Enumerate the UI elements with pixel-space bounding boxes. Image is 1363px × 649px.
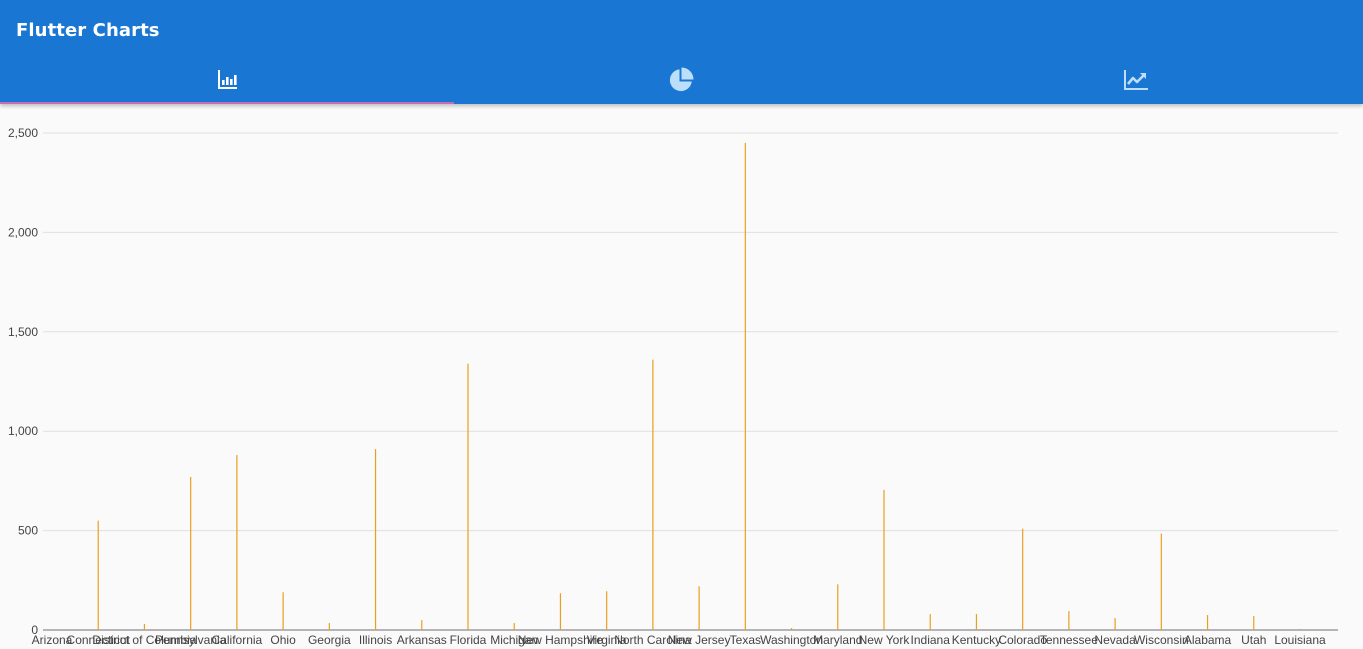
bar-wisconsin[interactable] [1160,533,1162,630]
bar-arkansas[interactable] [421,620,423,630]
x-tick-label: Texas [730,633,761,647]
x-tick-label: New Hampshire [518,633,604,647]
tab-pie-chart[interactable] [454,56,908,104]
x-tick-label: North Carolina [614,633,692,647]
y-tick-label: 1,000 [8,424,38,438]
x-tick-label: Ohio [270,633,296,647]
bar-new-hampshire[interactable] [559,593,562,630]
x-tick-label: Michigan [490,633,538,647]
selected-tab-indicator [0,102,454,104]
bar-louisiana[interactable] [1299,629,1301,630]
bar-washington[interactable] [790,628,793,630]
x-tick-label: New York [859,633,911,647]
y-tick-label: 2,500 [8,126,38,140]
x-tick-label: Connecticut [67,633,131,647]
x-tick-label: Pennsylvania [155,633,227,647]
x-tick-label: Washington [760,633,823,647]
x-tick-label: Tennessee [1040,633,1098,647]
tab-bar [0,56,1363,104]
bar-new-jersey[interactable] [698,586,700,630]
x-tick-label: Wisconsin [1134,633,1189,647]
bar-michigan[interactable] [513,623,515,630]
bar-chart-icon [215,68,239,92]
bar-utah[interactable] [1253,616,1255,630]
x-tick-label: Colorado [998,633,1047,647]
app-title: Flutter Charts [16,20,160,41]
x-tick-label: Louisiana [1274,633,1326,647]
x-tick-label: Georgia [308,633,351,647]
y-tick-label: 1,500 [8,325,38,339]
pie-chart-icon [668,67,694,93]
bar-illinois[interactable] [374,449,377,630]
bar-district-of-columbia[interactable] [143,624,146,630]
x-tick-label: Arkansas [397,633,447,647]
bar-california[interactable] [236,455,238,630]
x-tick-label: Virginia [587,633,627,647]
bar-pennsylvania[interactable] [190,476,192,630]
line-chart-icon [1123,69,1149,91]
chart-area: 0 500 1,000 1,500 2,000 2,500 Arizona Connectic… [0,104,1363,649]
x-tick-label: Utah [1241,633,1266,647]
bar-maryland[interactable] [837,584,839,630]
bar-ohio[interactable] [282,592,284,630]
x-tick-label: Kentucky [952,633,1001,647]
bar-connecticut[interactable] [97,520,99,630]
tab-bar-chart[interactable] [0,56,454,104]
x-tick-label: Indiana [911,633,951,647]
tab-line-chart[interactable] [909,56,1363,104]
x-tick-label: Nevada [1094,633,1136,647]
bar-north-carolina[interactable] [652,359,654,630]
bar-kentucky[interactable] [975,614,978,630]
bar-florida[interactable] [467,363,469,630]
x-tick-label: New Jersey [668,633,731,647]
bar-colorado[interactable] [1022,528,1024,630]
y-tick-label: 0 [31,623,38,637]
bar-tennessee[interactable] [1068,611,1070,630]
x-tick-label: Arizona [32,633,73,647]
bar-texas[interactable] [744,142,746,630]
y-tick-label: 500 [18,524,38,538]
bar-indiana[interactable] [929,614,931,630]
bar-chart: 0 500 1,000 1,500 2,000 2,500 ArizonaConnectic… [8,126,1338,647]
y-tick-label: 2,000 [8,225,38,239]
x-tick-label: California [212,633,263,647]
x-tick-label: District of Columbia [92,633,196,647]
x-tick-label: Illinois [359,633,392,647]
bar-new-york[interactable] [883,489,885,630]
x-tick-label: Alabama [1184,633,1232,647]
app-bar: Flutter Charts [0,0,1363,104]
bar-nevada[interactable] [1114,618,1116,630]
x-tick-label: Florida [450,633,487,647]
bar-georgia[interactable] [328,623,330,630]
bar-alabama[interactable] [1206,615,1209,630]
x-tick-label: Maryland [813,633,862,647]
bar-virginia[interactable] [606,591,608,630]
